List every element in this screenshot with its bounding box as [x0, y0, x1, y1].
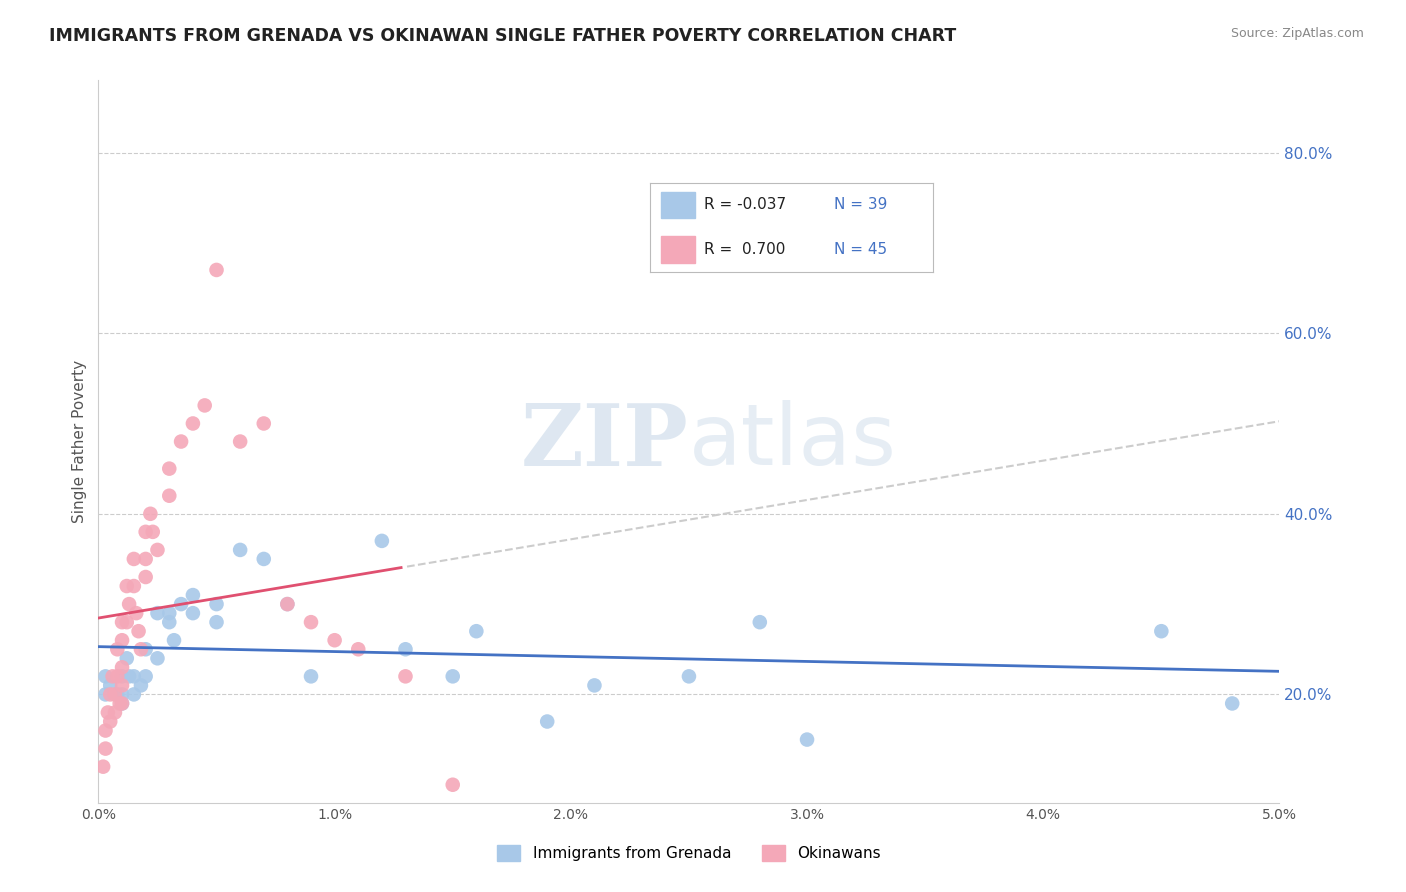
Point: [157, 615, 180, 630]
Point: [118, 597, 141, 611]
Point: [98, 678, 121, 692]
Point: [347, 642, 370, 657]
Point: [101, 669, 124, 683]
Point: [229, 542, 252, 557]
Point: [170, 434, 193, 449]
Text: ZIP: ZIP: [522, 400, 689, 483]
Point: [104, 706, 127, 720]
Point: [135, 642, 157, 657]
Point: [536, 714, 558, 729]
Point: [91, 760, 114, 774]
Point: [323, 633, 346, 648]
Point: [122, 687, 145, 701]
Point: [157, 606, 180, 620]
Point: [111, 615, 134, 630]
Point: [115, 615, 138, 630]
Y-axis label: Single Father Poverty: Single Father Poverty: [72, 360, 87, 523]
Point: [371, 533, 394, 548]
Point: [128, 624, 150, 639]
Point: [111, 697, 134, 711]
Point: [163, 633, 186, 648]
Text: R = -0.037: R = -0.037: [703, 197, 786, 212]
Text: N = 39: N = 39: [834, 197, 887, 212]
Point: [796, 732, 818, 747]
Point: [146, 606, 169, 620]
Point: [111, 697, 134, 711]
Point: [678, 669, 700, 683]
Point: [1220, 697, 1243, 711]
Point: [94, 723, 117, 738]
Point: [118, 669, 141, 683]
Point: [205, 597, 228, 611]
Point: [94, 741, 117, 756]
Point: [465, 624, 488, 639]
Point: [146, 651, 169, 665]
Point: [108, 697, 131, 711]
Point: [142, 524, 165, 539]
Point: [129, 642, 152, 657]
Text: R =  0.700: R = 0.700: [703, 242, 785, 257]
Point: [111, 678, 134, 692]
Point: [98, 687, 121, 701]
Point: [129, 678, 152, 692]
Point: [94, 669, 117, 683]
Point: [97, 706, 120, 720]
Legend: Immigrants from Grenada, Okinawans: Immigrants from Grenada, Okinawans: [491, 839, 887, 867]
Point: [253, 552, 276, 566]
Point: [181, 606, 204, 620]
Point: [583, 678, 606, 692]
Point: [181, 417, 204, 431]
Point: [115, 579, 138, 593]
Point: [135, 524, 157, 539]
Point: [104, 687, 127, 701]
Point: [122, 579, 145, 593]
Point: [115, 651, 138, 665]
Point: [194, 398, 217, 412]
Bar: [661, 236, 695, 263]
Text: N = 45: N = 45: [834, 242, 887, 257]
Point: [394, 642, 416, 657]
Bar: [661, 192, 695, 219]
Point: [135, 570, 157, 584]
Point: [441, 669, 464, 683]
Point: [205, 615, 228, 630]
Point: [111, 660, 134, 674]
Point: [122, 552, 145, 566]
Point: [276, 597, 298, 611]
Point: [105, 669, 128, 683]
Point: [229, 434, 252, 449]
Point: [98, 714, 121, 729]
Point: [181, 588, 204, 602]
Point: [111, 669, 134, 683]
Text: atlas: atlas: [689, 400, 897, 483]
Point: [105, 687, 128, 701]
Point: [135, 552, 157, 566]
Point: [94, 687, 117, 701]
Point: [276, 597, 298, 611]
Point: [105, 642, 128, 657]
Point: [205, 263, 228, 277]
Point: [170, 597, 193, 611]
Point: [748, 615, 770, 630]
Point: [157, 489, 180, 503]
Point: [135, 669, 157, 683]
Point: [394, 669, 416, 683]
Point: [1150, 624, 1173, 639]
Point: [299, 669, 322, 683]
Point: [441, 778, 464, 792]
Point: [125, 606, 148, 620]
Text: IMMIGRANTS FROM GRENADA VS OKINAWAN SINGLE FATHER POVERTY CORRELATION CHART: IMMIGRANTS FROM GRENADA VS OKINAWAN SING…: [49, 27, 956, 45]
Point: [146, 542, 169, 557]
Text: Source: ZipAtlas.com: Source: ZipAtlas.com: [1230, 27, 1364, 40]
Point: [122, 669, 145, 683]
Point: [111, 633, 134, 648]
Point: [299, 615, 322, 630]
Point: [157, 461, 180, 475]
Point: [253, 417, 276, 431]
Point: [111, 687, 134, 701]
Point: [139, 507, 162, 521]
